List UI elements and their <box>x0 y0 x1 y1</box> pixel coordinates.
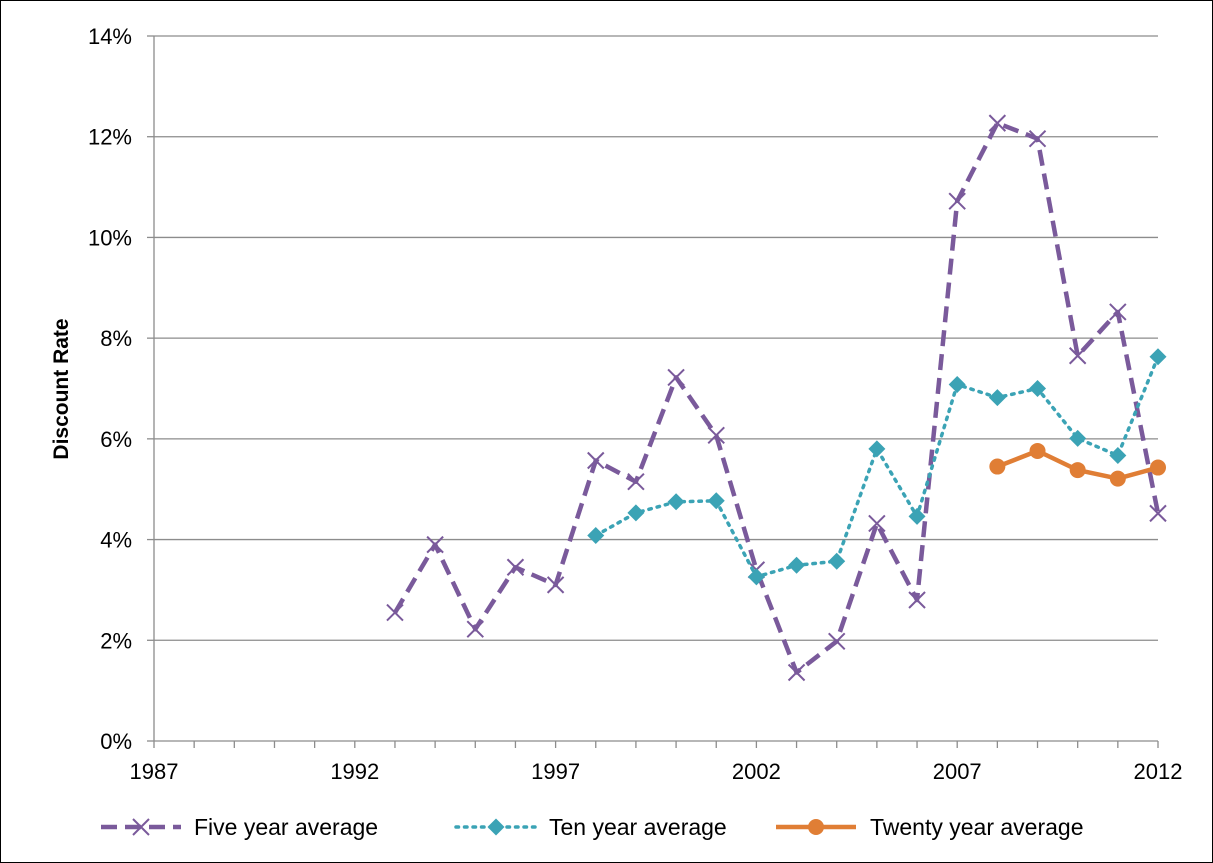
x-marker <box>948 192 966 210</box>
diamond-marker <box>868 440 886 458</box>
x-marker <box>506 558 525 576</box>
x-marker <box>707 426 725 445</box>
circle-marker <box>1029 442 1046 459</box>
legend-item: Ten year average <box>454 814 727 840</box>
x-marker <box>546 576 565 594</box>
legend-label: Twenty year average <box>870 814 1084 840</box>
x-marker <box>667 368 685 387</box>
y-tick-label: 0% <box>100 729 132 754</box>
diamond-marker <box>828 552 846 570</box>
x-tick-label: 2007 <box>933 759 982 784</box>
x-marker <box>868 514 886 533</box>
axes <box>147 35 1159 748</box>
x-tick-label: 2012 <box>1134 759 1183 784</box>
circle-marker <box>1069 462 1086 479</box>
diamond-marker <box>487 818 505 836</box>
y-tick-label: 2% <box>100 628 132 653</box>
diamond-marker <box>1149 348 1167 366</box>
diamond-marker <box>988 389 1006 407</box>
x-tick-labels: 1987 1992 1997 2002 2007 2012 <box>130 759 1183 784</box>
diamond-marker <box>948 375 966 393</box>
x-marker <box>988 114 1007 132</box>
x-marker <box>908 591 926 609</box>
diamond-marker <box>627 504 645 522</box>
circle-marker <box>989 458 1006 475</box>
x-marker <box>1028 130 1047 148</box>
x-tick-label: 1987 <box>130 759 179 784</box>
y-tick-label: 12% <box>88 125 132 150</box>
x-marker <box>1149 504 1167 523</box>
legend: Five year average Ten year average Twenty … <box>101 814 1084 840</box>
y-tick-label: 4% <box>100 528 132 553</box>
series-twenty-year-average <box>989 442 1166 487</box>
series-five-year-average <box>386 114 1167 682</box>
legend-item: Five year average <box>101 814 378 840</box>
series-line <box>393 120 1161 675</box>
diamond-marker <box>1109 446 1127 464</box>
y-tick-label: 10% <box>88 225 132 250</box>
x-marker <box>1109 303 1127 321</box>
x-marker <box>1068 347 1087 365</box>
y-tick-labels: 0% 2% 4% 6% 8% 10% 12% 14% <box>88 24 132 754</box>
legend-label: Ten year average <box>549 814 727 840</box>
y-axis-title: Discount Rate <box>50 318 73 459</box>
x-marker <box>386 603 404 622</box>
diamond-marker <box>908 507 926 525</box>
y-tick-label: 8% <box>100 326 132 351</box>
circle-marker <box>1109 470 1126 487</box>
x-marker <box>587 451 605 470</box>
diamond-marker <box>788 556 806 574</box>
circle-marker <box>1150 459 1166 476</box>
y-tick-label: 6% <box>100 427 132 452</box>
series-group <box>386 114 1167 682</box>
x-marker <box>426 535 444 554</box>
series-ten-year-average <box>587 348 1167 586</box>
x-tick-label: 2002 <box>732 759 781 784</box>
x-marker <box>787 663 806 682</box>
x-marker <box>828 632 846 651</box>
x-tick-label: 1997 <box>531 759 580 784</box>
legend-item: Twenty year average <box>776 814 1084 840</box>
gridlines <box>154 35 1158 641</box>
x-tick-label: 1992 <box>330 759 379 784</box>
diamond-marker <box>1029 380 1047 397</box>
diamond-marker <box>1069 429 1087 447</box>
x-marker <box>466 620 484 638</box>
diamond-marker <box>707 492 725 510</box>
x-marker <box>132 818 150 836</box>
diamond-marker <box>667 493 685 511</box>
circle-marker <box>808 819 824 835</box>
diamond-marker <box>747 568 765 586</box>
legend-label: Five year average <box>194 814 378 840</box>
diamond-marker <box>587 527 605 545</box>
y-tick-label: 14% <box>88 24 132 49</box>
x-marker <box>627 472 645 491</box>
